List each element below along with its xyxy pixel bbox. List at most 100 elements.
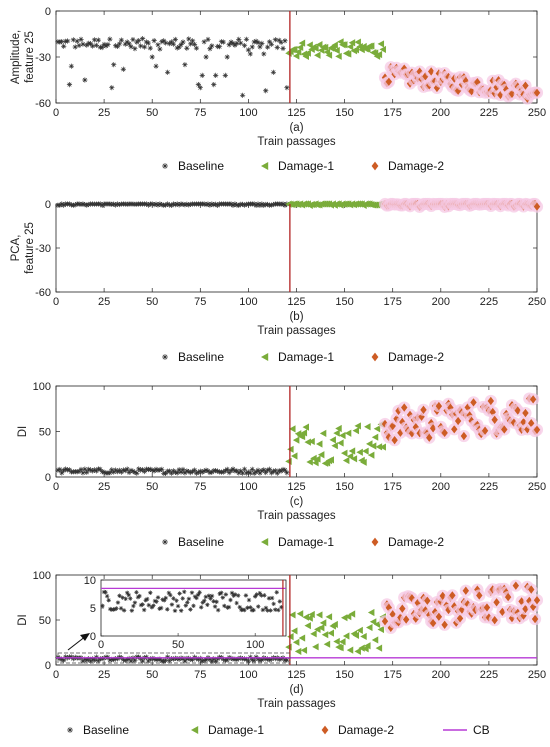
x-tick-label: 200	[432, 107, 450, 119]
baseline-point	[111, 201, 117, 207]
baseline-point	[100, 603, 105, 609]
damage1-point	[341, 449, 348, 457]
baseline-point	[178, 42, 184, 48]
damage2-point	[533, 202, 541, 211]
y-axis-label-line: feature 25	[24, 31, 36, 83]
baseline-point	[228, 39, 234, 45]
x-tick-label: 225	[480, 107, 498, 119]
baseline-point	[224, 657, 230, 663]
baseline-point	[168, 655, 175, 662]
damage1-point	[344, 429, 352, 437]
baseline-point	[247, 470, 253, 476]
y-tick-label: 50	[39, 615, 51, 627]
baseline-point	[86, 466, 92, 472]
baseline-point	[251, 470, 257, 476]
baseline-point	[201, 657, 207, 664]
baseline-point	[228, 597, 233, 603]
baseline-point	[59, 656, 65, 663]
baseline-point	[232, 201, 238, 207]
baseline-point	[188, 470, 194, 476]
damage1-point	[289, 611, 296, 619]
baseline-point	[236, 470, 242, 476]
damage2-point	[371, 352, 379, 362]
inset-y-tick-label: 5	[90, 603, 96, 615]
baseline-point	[241, 42, 248, 49]
x-tick-label: 25	[98, 481, 110, 493]
damage1-point	[300, 429, 308, 437]
baseline-point	[259, 201, 265, 207]
baseline-point	[141, 468, 148, 475]
baseline-point	[163, 470, 169, 476]
damage2-point	[487, 396, 495, 406]
baseline-point	[174, 201, 180, 207]
baseline-point	[132, 657, 138, 664]
baseline-point	[157, 606, 162, 611]
x-tick-label: 50	[146, 481, 158, 493]
baseline-point	[282, 467, 288, 473]
damage2-point	[441, 620, 448, 629]
baseline-point	[61, 657, 67, 663]
baseline-point	[172, 469, 178, 475]
baseline-point	[146, 602, 151, 608]
y-tick-label: -60	[35, 98, 51, 110]
x-tick-label: 125	[287, 296, 305, 308]
baseline-point	[205, 201, 211, 207]
baseline-point	[145, 658, 151, 664]
baseline-point	[193, 470, 200, 476]
baseline-point	[276, 37, 282, 43]
damage2-point	[439, 591, 446, 601]
baseline-point	[260, 607, 266, 613]
baseline-point	[163, 40, 169, 46]
baseline-point	[236, 36, 242, 42]
baseline-point	[138, 655, 144, 662]
legend-label: Baseline	[178, 159, 224, 173]
damage1-point	[317, 451, 325, 459]
baseline-point	[276, 607, 281, 613]
damage2-point	[528, 419, 535, 428]
baseline-point	[266, 39, 273, 45]
baseline-point	[161, 658, 167, 664]
damage1-point	[339, 638, 346, 646]
baseline-point	[113, 43, 119, 49]
damage1-point	[321, 631, 329, 639]
panel-b: 0 25 50 75 100 125 150 175 200 225 250 0 -30 -60 PCA, f…	[10, 197, 546, 364]
baseline-point	[132, 600, 138, 605]
baseline-point	[61, 467, 67, 474]
baseline-point	[111, 657, 117, 663]
baseline-point	[138, 467, 144, 473]
baseline-point	[225, 605, 230, 610]
baseline-point	[274, 44, 280, 51]
baseline-point	[208, 596, 213, 601]
baseline-point	[112, 607, 118, 612]
baseline-point	[170, 41, 176, 47]
baseline-point	[80, 201, 86, 207]
baseline-point	[199, 658, 205, 664]
baseline-point	[232, 656, 238, 662]
baseline-point	[193, 45, 200, 51]
baseline-point	[186, 596, 192, 602]
baseline-point	[172, 201, 178, 208]
baseline-point	[116, 41, 123, 47]
baseline-point	[57, 466, 63, 473]
baseline-point	[238, 468, 244, 474]
baseline-point	[259, 468, 265, 474]
damage2-point	[522, 81, 529, 90]
axes-frame	[55, 203, 538, 293]
baseline-point	[149, 605, 155, 610]
baseline-point	[240, 470, 246, 476]
baseline-point	[180, 596, 185, 601]
baseline-point	[72, 44, 78, 50]
baseline-point	[255, 467, 261, 473]
baseline-point	[211, 202, 217, 208]
baseline-point	[68, 202, 74, 208]
damage1-point	[304, 438, 311, 446]
baseline-point	[209, 658, 215, 664]
damage1-point	[261, 538, 269, 546]
baseline-point	[86, 201, 92, 208]
baseline-point	[114, 606, 119, 611]
baseline-point	[226, 42, 232, 48]
y-axis-label-line: feature 25	[24, 222, 36, 274]
damage2-point	[429, 424, 437, 433]
baseline-point	[203, 201, 209, 208]
x-tick-label: 225	[480, 481, 498, 493]
